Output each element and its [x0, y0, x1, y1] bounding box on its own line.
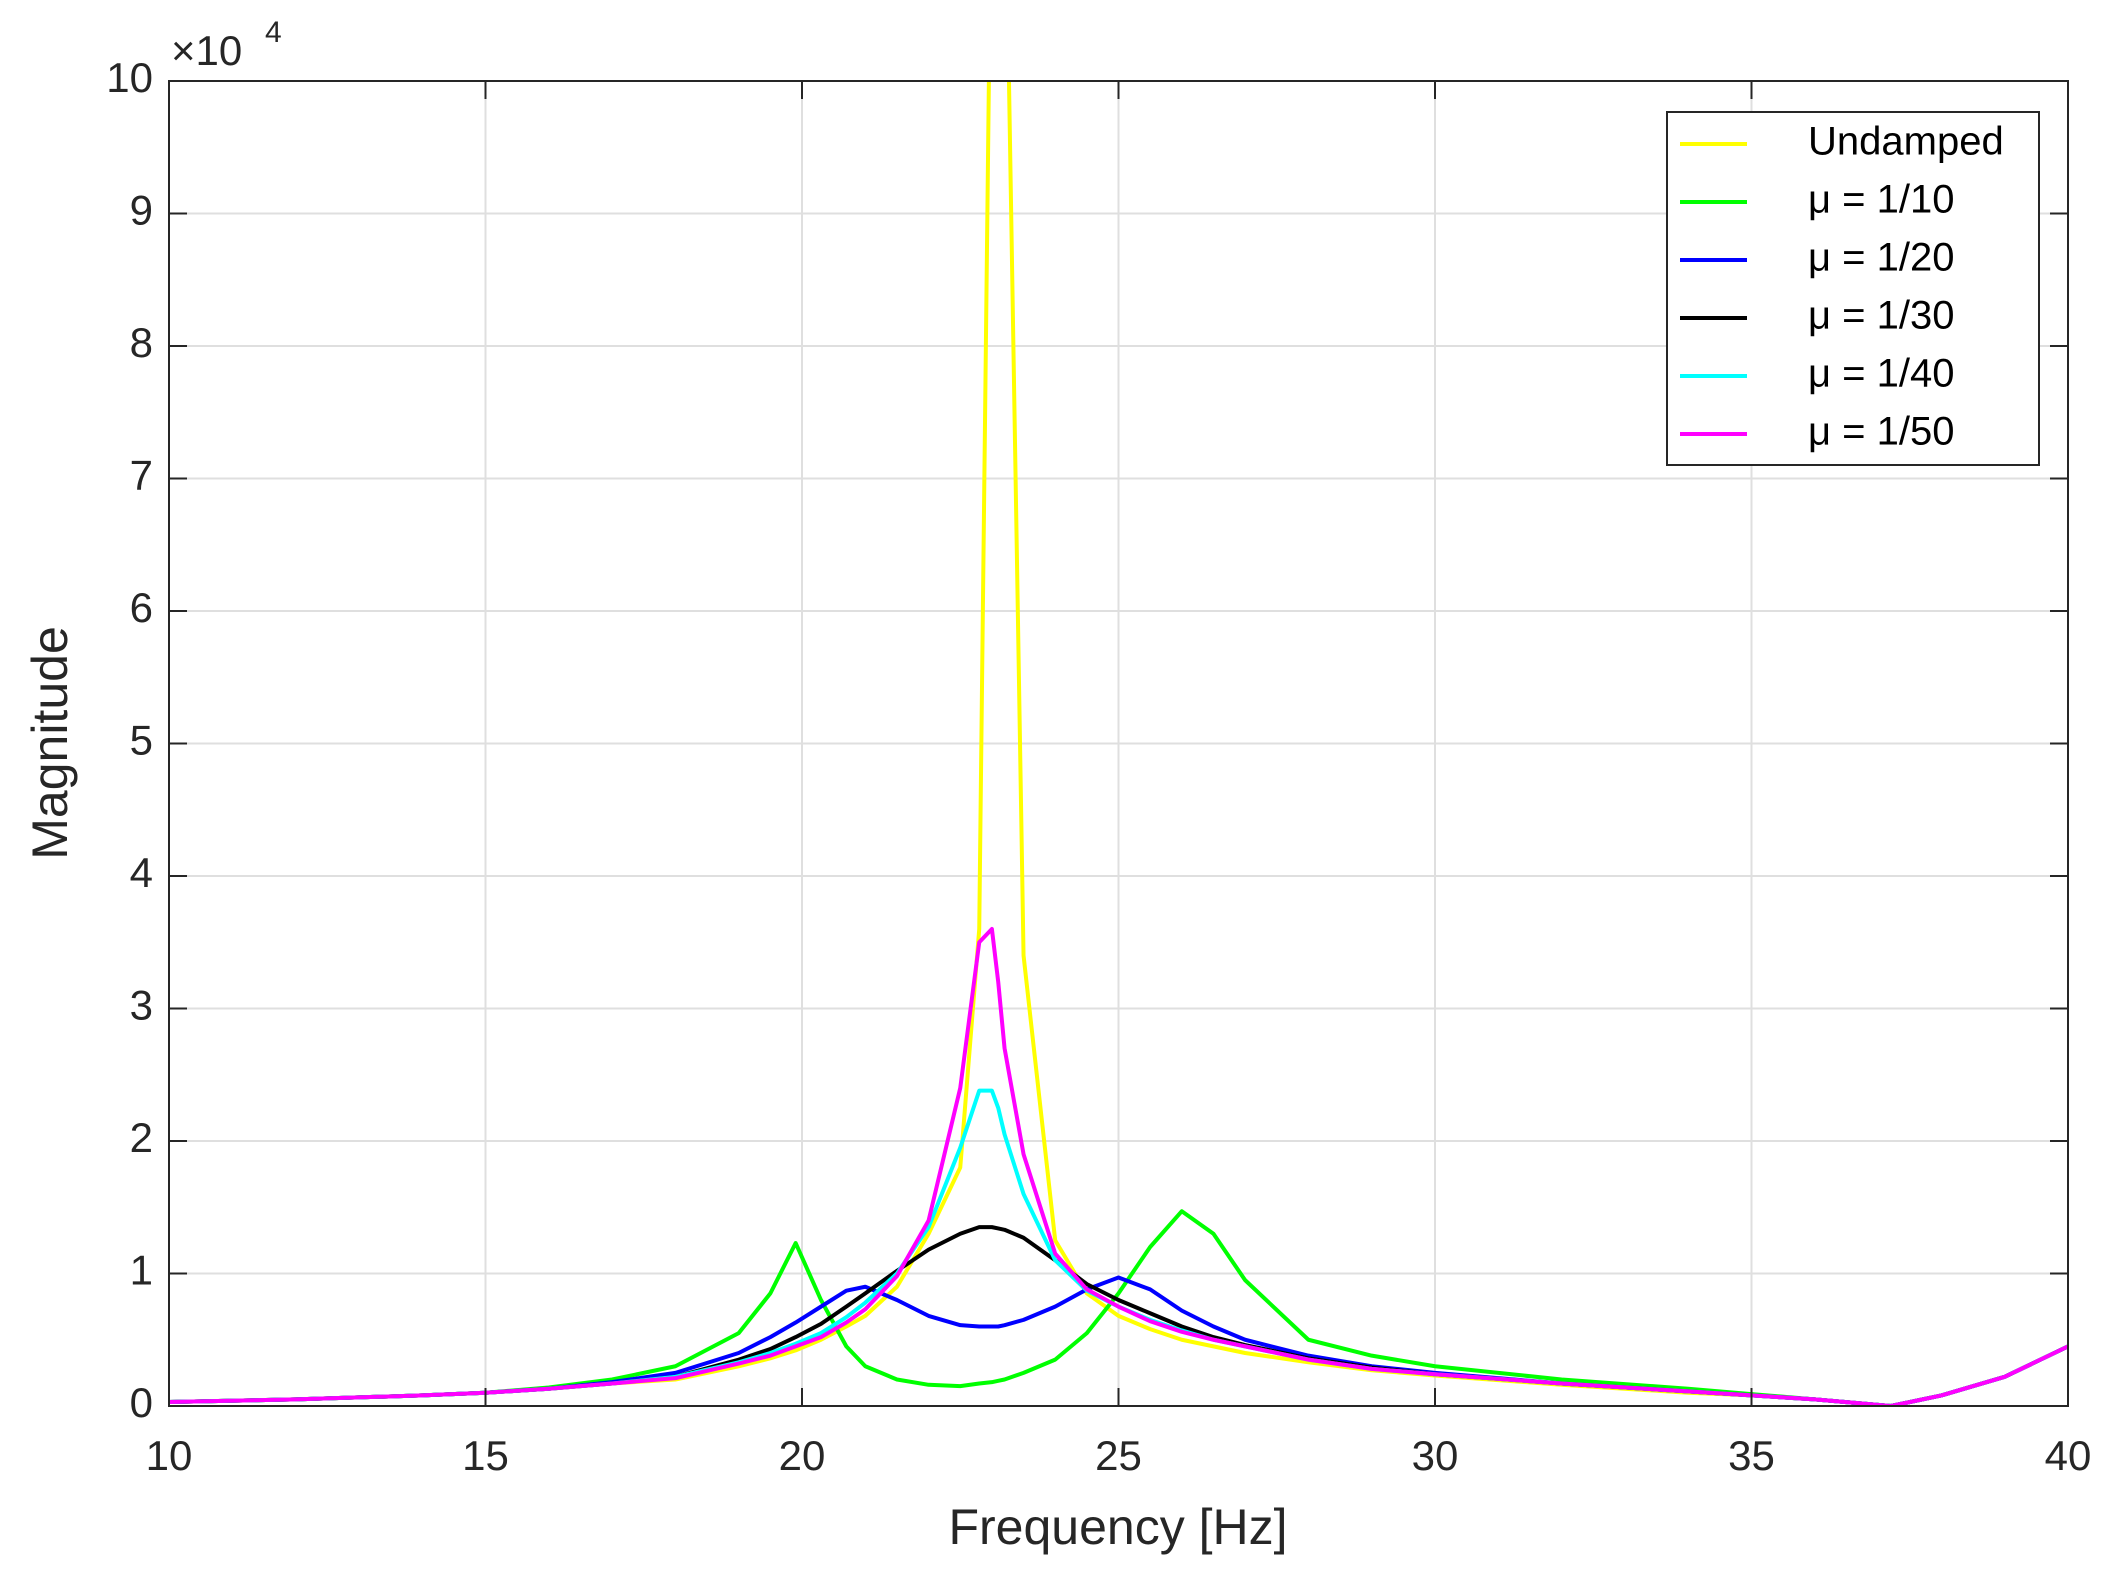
legend-label: Undamped: [1808, 120, 2004, 164]
series-line: [169, 927, 2068, 1406]
y-tick-label: 6: [130, 584, 153, 631]
y-tick-label: 5: [130, 717, 153, 764]
y-tick-label: 9: [130, 187, 153, 234]
legend-label: μ = 1/10: [1808, 178, 1954, 222]
y-tick-label: 3: [130, 982, 153, 1029]
y-exponent-base: ×10: [171, 27, 242, 74]
axes-frame: [168, 80, 2069, 1407]
y-tick-label: 0: [130, 1379, 153, 1426]
x-tick-label: 30: [1412, 1432, 1459, 1479]
y-tick-label: 10: [106, 54, 153, 101]
legend-box: [1666, 111, 2040, 466]
y-tick-label: 1: [130, 1247, 153, 1294]
legend-label: μ = 1/20: [1808, 236, 1954, 280]
legend-label: μ = 1/30: [1808, 294, 1954, 338]
y-tick-label: 2: [130, 1114, 153, 1161]
x-tick-label: 40: [2045, 1432, 2092, 1479]
x-tick-label: 10: [146, 1432, 193, 1479]
legend: Undamped μ = 1/10 μ = 1/20 μ = 1/30 μ = 1/40…: [1666, 111, 2040, 466]
x-tick-label: 15: [462, 1432, 509, 1479]
y-tick-label: 8: [130, 319, 153, 366]
lines: [169, 81, 2068, 1406]
legend-label: μ = 1/40: [1808, 352, 1954, 396]
x-tick-label: 20: [779, 1432, 826, 1479]
y-tick-label: 4: [130, 849, 153, 896]
x-axis-label: Frequency [Hz]: [948, 1499, 1287, 1555]
x-tick-label: 25: [1095, 1432, 1142, 1479]
series-line: [169, 1209, 2068, 1406]
y-exponent: 4: [265, 16, 282, 49]
legend-label: μ = 1/50: [1808, 410, 1954, 454]
y-tick-label: 7: [130, 452, 153, 499]
x-tick-label: 35: [1728, 1432, 1775, 1479]
y-axis-label: Magnitude: [22, 626, 78, 860]
axes: 10 15 20 25 30 35 40 0 1 2 3 4 5 6 7 8 9 10: [106, 54, 2091, 1479]
